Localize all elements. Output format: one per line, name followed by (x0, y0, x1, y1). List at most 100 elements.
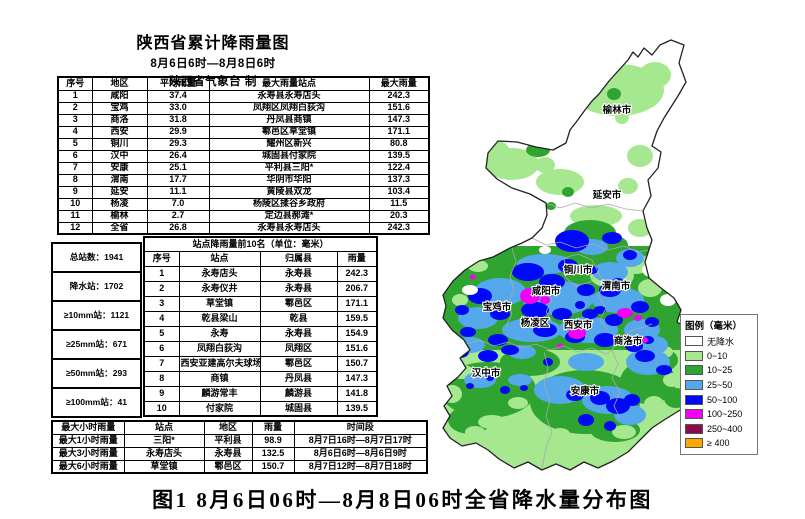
table-cell: 咸阳 (91, 89, 148, 103)
table-cell: 定边县郝滩* (208, 209, 370, 223)
table-cell: 8 (143, 370, 180, 387)
table-row: 4 西安 29.9 鄠邑区草堂镇 171.1 (57, 125, 430, 139)
shaanxi-rainfall-map: 榆林市 延安市 铜川市 渭南市 咸阳市 宝鸡市 杨凌区 西安市 商洛市 汉中市 … (442, 39, 702, 471)
table-cell: 29.3 (146, 137, 210, 151)
table-cell: 147.3 (336, 370, 378, 387)
table-cell: 麟游县 (259, 385, 338, 402)
map-label-xian: 西安市 (564, 319, 593, 331)
table-cell: 乾县 (259, 310, 338, 327)
map-label-weinan: 渭南市 (602, 280, 631, 292)
page-title: 陕西省累计降雨量图 (136, 35, 290, 52)
table-row: ≥50mm站：293 (51, 358, 142, 389)
legend-color-swatch (685, 409, 703, 420)
table-cell: 渭南 (91, 173, 148, 187)
table-cell: 商镇 (178, 370, 261, 387)
table-cell: 宝鸡 (91, 101, 148, 115)
table-cell: 杨凌 (91, 197, 148, 211)
table-cell: 草堂镇 (123, 459, 205, 474)
column-header: 站点 (178, 250, 261, 267)
table-cell: 鄠邑区草堂镇 (208, 125, 370, 139)
table-cell: 永寿仪井 (178, 280, 261, 297)
table-cell: 永寿县 (259, 325, 338, 342)
column-header: 归属县 (259, 250, 338, 267)
table-cell: 2 (57, 101, 93, 115)
table-cell: 最大3小时雨量 (51, 446, 125, 461)
legend-color-swatch (685, 336, 703, 347)
max-hourly-table: 最大小时雨量 站点 地区 雨量 时间段 最大1小时雨量 三阳* 平利县 98.9 8月7日16时—… (51, 420, 428, 474)
map-legend: 图例（毫米） 无降水 0~10 10~25 25~50 50~100 100~250 250… (680, 314, 758, 455)
province-outline (442, 39, 702, 471)
table-cell: 9 (143, 385, 180, 402)
table-row: 7 西安亚建高尔夫球场 鄠邑区 150.7 (143, 355, 378, 372)
table-cell: 171.1 (368, 125, 430, 139)
table-cell: 杨陵区揉谷乡政府 (208, 197, 370, 211)
column-header: 最大雨量站点 (208, 76, 370, 91)
table-cell: 9 (57, 185, 93, 199)
table-cell: 11.1 (146, 185, 210, 199)
table-cell: 98.9 (251, 433, 295, 448)
table-cell: 132.5 (251, 446, 295, 461)
table-row: 1 咸阳 37.4 永寿县永寿店头 242.3 (57, 89, 430, 103)
table-cell: 3 (57, 113, 93, 127)
table-row: ≥10mm站：1121 (51, 300, 142, 331)
table-row: 2 宝鸡 33.0 凤翔区凤翔白荻沟 151.6 (57, 101, 430, 115)
table-cell: 139.5 (368, 149, 430, 163)
table-cell: 12 (57, 221, 93, 235)
table-cell: 151.6 (368, 101, 430, 115)
table-cell: 10 (143, 400, 180, 417)
table-cell: 7 (143, 355, 180, 372)
column-header: 序号 (57, 76, 93, 91)
legend-row: ≥ 400 (685, 436, 753, 451)
map-label-yanan: 延安市 (592, 189, 622, 201)
table-cell: 延安 (91, 185, 148, 199)
table-row: 8 渭南 17.7 华阴市华阳 137.3 (57, 173, 430, 187)
table-row: 3 商洛 31.8 丹凤县商镇 147.3 (57, 113, 430, 127)
table-row: 8 商镇 丹凤县 147.3 (143, 370, 378, 387)
table-cell: 华阴市华阳 (208, 173, 370, 187)
table-row: 11 榆林 2.7 定边县郝滩* 20.3 (57, 209, 430, 223)
table-cell: 150.7 (251, 459, 295, 474)
legend-label: 无降水 (707, 336, 735, 347)
table-cell: 榆林 (91, 209, 148, 223)
legend-row: 10~25 (685, 363, 753, 378)
table-cell: 7 (57, 161, 93, 175)
region-rainfall-table: 序号 地区 平均雨量 最大雨量站点 最大雨量 1 咸阳 37.4 永寿县永寿店头 242.3 2 宝鸡… (57, 76, 430, 235)
legend-label: 0~10 (707, 350, 728, 361)
table-cell: 永寿县永寿店头 (208, 221, 370, 235)
table-cell: 安康 (91, 161, 148, 175)
table-cell: 总站数：1941 (51, 242, 142, 273)
table-cell: 永寿店头 (178, 265, 261, 282)
legend-label: ≥ 400 (707, 438, 730, 449)
table-cell: 8月6日6时—8月6日9时 (293, 446, 428, 461)
city-labels: 榆林市 延安市 铜川市 渭南市 咸阳市 宝鸡市 杨凌区 西安市 商洛市 汉中市 … (471, 103, 644, 398)
table-cell: 122.4 (368, 161, 430, 175)
table-cell: 草堂镇 (178, 295, 261, 312)
table-cell: 永寿 (178, 325, 261, 342)
legend-color-swatch (685, 438, 703, 449)
table-cell: 150.7 (336, 355, 378, 372)
table-cell: ≥100mm站：41 (51, 387, 142, 418)
table-row: 1 永寿店头 永寿县 242.3 (143, 265, 378, 282)
table-row: 2 永寿仪井 永寿县 206.7 (143, 280, 378, 297)
table-cell: 8月7日16时—8月7日17时 (293, 433, 428, 448)
table-row: 6 汉中 26.4 城固县付家院 139.5 (57, 149, 430, 163)
table-cell: ≥50mm站：293 (51, 358, 142, 389)
table-cell: 平利县三阳* (208, 161, 370, 175)
legend-label: 25~50 (707, 380, 733, 391)
table-cell: 降水站：1702 (51, 271, 142, 302)
column-header: 地区 (203, 420, 253, 435)
legend-color-swatch (685, 394, 703, 405)
table-cell: 25.1 (146, 161, 210, 175)
table-cell: 17.7 (146, 173, 210, 187)
city-boundaries (451, 197, 653, 469)
table-cell: 80.8 (368, 137, 430, 151)
rain-layer-100-250 (470, 241, 648, 349)
top-stations-table: 站点降雨量前10名（单位：毫米） 序号 站点 归属县 雨量 1 永寿店头 永寿县 242.3 2 永… (143, 236, 379, 417)
table-cell: 黄陵县双龙 (208, 185, 370, 199)
table-cell: 永寿店头 (123, 446, 205, 461)
table-cell: 2.7 (146, 209, 210, 223)
table-cell: 7.0 (146, 197, 210, 211)
legend-row: 无降水 (685, 334, 753, 349)
table-cell: 丹凤县商镇 (208, 113, 370, 127)
column-header: 最大雨量 (368, 76, 430, 91)
